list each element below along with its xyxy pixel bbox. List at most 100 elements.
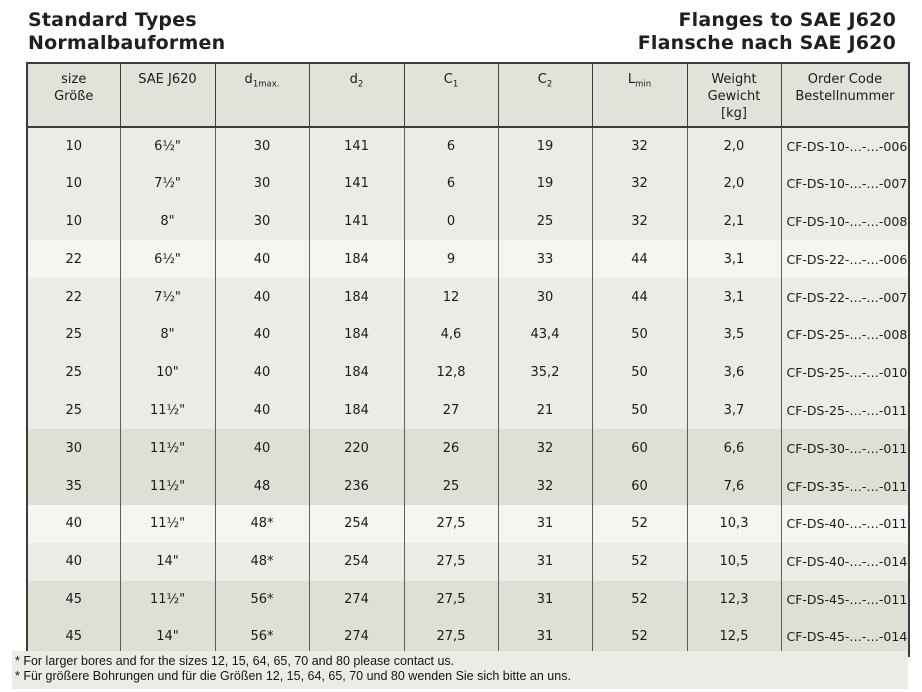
col-header-d2-sub: 2 <box>357 79 364 90</box>
col-header-c1: C1 <box>403 62 499 128</box>
cell-d1max: 56* <box>214 618 310 657</box>
cell-weight: 10,5 <box>686 542 782 581</box>
cell-lmin: 50 <box>591 391 688 430</box>
cell-order: CF-DS-25-…-…-008 <box>780 315 910 354</box>
cell-size: 10 <box>26 127 121 165</box>
cell-d2: 274 <box>308 580 405 619</box>
cell-sae: 8" <box>119 315 216 354</box>
col-header-d1max: d1max. <box>214 62 310 128</box>
cell-order: CF-DS-40-…-…-011 <box>780 504 910 543</box>
cell-c1: 12 <box>403 278 499 316</box>
cell-size: 22 <box>26 278 121 316</box>
col-header-lmin-base: L <box>627 72 636 87</box>
table-row: 40 14" 48* 254 27,5 31 52 10,5 CF-DS-40-…-…-014 <box>26 542 910 581</box>
cell-c1: 26 <box>403 429 499 468</box>
cell-sae: 11½" <box>119 504 216 543</box>
cell-d1max: 40 <box>214 240 310 279</box>
cell-size: 10 <box>26 164 121 203</box>
cell-c1: 6 <box>403 127 499 165</box>
cell-weight: 7,6 <box>686 467 782 505</box>
cell-weight: 2,0 <box>686 164 782 203</box>
footnotes: * For larger bores and for the sizes 12,… <box>12 651 908 689</box>
page-title-right: Flanges to SAE J620 Flansche nach SAE J6… <box>638 9 896 55</box>
col-header-size-de: Größe <box>54 89 94 104</box>
title-flansche-sae: Flansche nach SAE J620 <box>637 32 896 54</box>
cell-c2: 32 <box>497 429 593 468</box>
cell-d1max: 40 <box>214 315 310 354</box>
cell-c1: 0 <box>403 202 499 241</box>
cell-c2: 35,2 <box>497 353 593 392</box>
cell-d2: 254 <box>308 542 405 581</box>
cell-lmin: 32 <box>591 202 688 241</box>
cell-lmin: 52 <box>591 618 688 657</box>
cell-d2: 184 <box>308 278 405 316</box>
cell-lmin: 52 <box>591 542 688 581</box>
cell-d2: 184 <box>308 315 405 354</box>
cell-c2: 25 <box>497 202 593 241</box>
cell-d2: 236 <box>308 467 405 505</box>
cell-order: CF-DS-25-…-…-011 <box>780 391 910 430</box>
cell-d1max: 30 <box>214 202 310 241</box>
title-normalbauformen: Normalbauformen <box>28 32 226 54</box>
cell-size: 40 <box>26 504 121 543</box>
cell-lmin: 52 <box>591 580 688 619</box>
cell-size: 10 <box>26 202 121 241</box>
cell-d2: 141 <box>308 164 405 203</box>
table-header: size Größe SAE J620 d1max. d2 C1 C2 Lmin… <box>26 62 910 128</box>
cell-c2: 43,4 <box>497 315 593 354</box>
cell-weight: 3,1 <box>686 240 782 279</box>
col-header-c1-base: C <box>443 72 453 87</box>
cell-d2: 141 <box>308 127 405 165</box>
col-header-order-code: Order Code Bestellnummer <box>780 62 910 128</box>
table-row: 22 6½" 40 184 9 33 44 3,1 CF-DS-22-…-…-006 <box>26 240 910 279</box>
cell-d2: 141 <box>308 202 405 241</box>
cell-c2: 33 <box>497 240 593 279</box>
col-header-weight-en: Weight <box>711 72 757 87</box>
cell-sae: 8" <box>119 202 216 241</box>
cell-c1: 27,5 <box>403 542 499 581</box>
cell-d1max: 30 <box>214 164 310 203</box>
cell-size: 25 <box>26 315 121 354</box>
table-row: 25 11½" 40 184 27 21 50 3,7 CF-DS-25-…-…-011 <box>26 391 910 430</box>
cell-weight: 10,3 <box>686 504 782 543</box>
cell-lmin: 44 <box>591 278 688 316</box>
col-header-d1max-base: d <box>244 72 253 87</box>
cell-c2: 19 <box>497 164 593 203</box>
col-header-size-en: size <box>61 72 87 87</box>
footnote-de: * Für größere Bohrungen und für die Größ… <box>15 669 571 683</box>
cell-weight: 3,5 <box>686 315 782 354</box>
cell-d2: 254 <box>308 504 405 543</box>
col-header-lmin-sub: min <box>635 79 652 90</box>
footnote-en: * For larger bores and for the sizes 12,… <box>15 654 455 668</box>
table-row: 30 11½" 40 220 26 32 60 6,6 CF-DS-30-…-…-011 <box>26 429 910 468</box>
cell-sae: 14" <box>119 542 216 581</box>
cell-order: CF-DS-40-…-…-014 <box>780 542 910 581</box>
cell-c2: 31 <box>497 542 593 581</box>
cell-lmin: 50 <box>591 353 688 392</box>
cell-order: CF-DS-22-…-…-007 <box>780 278 910 316</box>
table-row: 10 6½" 30 141 6 19 32 2,0 CF-DS-10-…-…-006 <box>26 127 910 165</box>
cell-c1: 12,8 <box>403 353 499 392</box>
cell-c1: 4,6 <box>403 315 499 354</box>
cell-size: 25 <box>26 353 121 392</box>
col-header-sae-label: SAE J620 <box>138 72 197 87</box>
cell-lmin: 60 <box>591 467 688 505</box>
cell-order: CF-DS-45-…-…-011 <box>780 580 910 619</box>
table-row: 45 11½" 56* 274 27,5 31 52 12,3 CF-DS-45-…-…-011 <box>26 580 910 619</box>
cell-d1max: 40 <box>214 391 310 430</box>
cell-sae: 11½" <box>119 429 216 468</box>
cell-c1: 27,5 <box>403 580 499 619</box>
cell-c2: 31 <box>497 580 593 619</box>
cell-d1max: 40 <box>214 429 310 468</box>
col-header-d2-base: d <box>349 72 358 87</box>
cell-size: 40 <box>26 542 121 581</box>
col-header-order-en: Order Code <box>807 72 883 87</box>
cell-weight: 3,1 <box>686 278 782 316</box>
cell-d2: 274 <box>308 618 405 657</box>
cell-d2: 184 <box>308 391 405 430</box>
table-row: 25 10" 40 184 12,8 35,2 50 3,6 CF-DS-25-…-…-010 <box>26 353 910 392</box>
cell-d1max: 56* <box>214 580 310 619</box>
table-body: 10 6½" 30 141 6 19 32 2,0 CF-DS-10-…-…-006 10 7½" 3… <box>26 127 910 657</box>
col-header-c2-sub: 2 <box>546 79 553 90</box>
